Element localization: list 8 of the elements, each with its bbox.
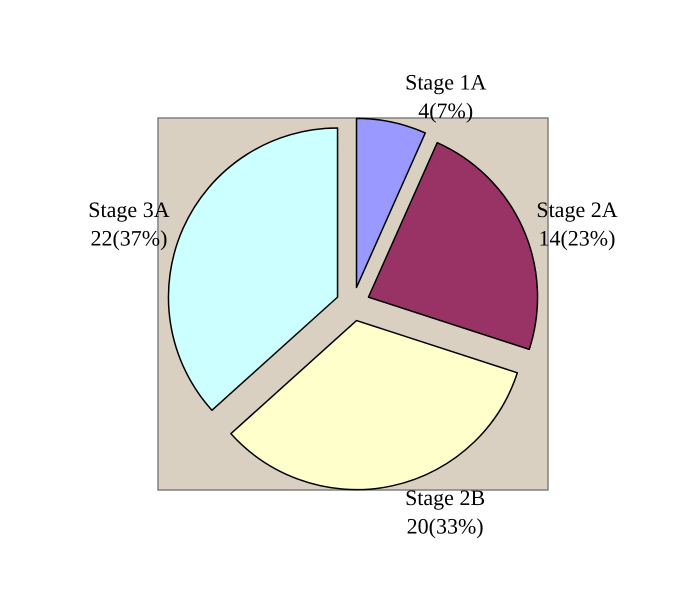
slice-label: Stage 2B	[405, 484, 486, 510]
data-label: 20(33%)	[406, 513, 484, 538]
data-label: 4(7%)	[418, 98, 474, 124]
slice-label: Stage 3A	[88, 197, 170, 222]
data-label: 14(23%)	[538, 226, 616, 251]
slice-label: Stage 1A	[405, 70, 486, 95]
slice-label: Stage 2A	[536, 197, 618, 222]
data-label: 22(37%)	[90, 226, 168, 251]
